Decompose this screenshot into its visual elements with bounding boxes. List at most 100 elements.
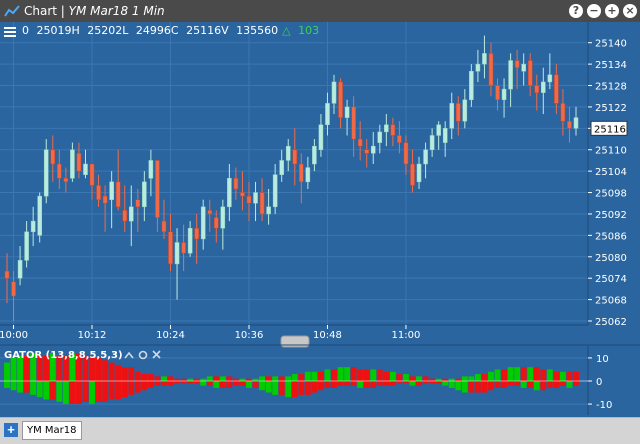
- candle: [436, 121, 441, 150]
- candle-body: [30, 220, 36, 233]
- window-title-label: Chart |: [24, 4, 65, 18]
- gator-lower-bar: [520, 381, 527, 388]
- candle-body: [102, 195, 108, 204]
- maximize-icon[interactable]: +: [605, 4, 619, 18]
- candle: [469, 64, 474, 107]
- gator-upper-bar: [69, 353, 76, 381]
- gator-upper-bar: [383, 371, 390, 381]
- gator-upper-bar: [363, 369, 370, 381]
- gator-upper-bar: [533, 367, 540, 381]
- gator-lower-bar: [10, 381, 17, 391]
- gator-lower-bar: [317, 381, 324, 391]
- candle-body: [403, 142, 409, 165]
- gator-upper-bar: [213, 376, 220, 381]
- candle: [318, 114, 324, 157]
- gator-lower-bar: [442, 381, 449, 386]
- gator-lower-bar: [180, 381, 187, 384]
- candle: [377, 124, 383, 154]
- candle-body: [135, 199, 141, 208]
- gator-upper-bar: [154, 376, 161, 381]
- candle: [109, 171, 114, 229]
- remove-icon[interactable]: [152, 350, 161, 359]
- candle: [279, 149, 284, 182]
- gator-upper-bar: [324, 369, 331, 381]
- candle: [142, 171, 147, 222]
- candle: [482, 35, 487, 79]
- gator-lower-bar: [559, 381, 566, 386]
- candle: [24, 221, 29, 268]
- price-tick-label: 25134: [595, 60, 627, 71]
- gator-upper-bar: [409, 376, 416, 381]
- gator-lower-bar: [461, 381, 468, 393]
- gator-lower-bar: [265, 381, 272, 393]
- pane-resize-handle[interactable]: [280, 335, 310, 348]
- gator-lower-bar: [514, 381, 521, 386]
- last-value: 25116V: [186, 24, 229, 37]
- candle-body: [292, 149, 298, 165]
- candle-body: [220, 206, 226, 229]
- gator-upper-bar: [89, 357, 95, 381]
- symbol-tab[interactable]: YM Mar18: [22, 421, 82, 440]
- candle: [299, 153, 304, 204]
- candle-body: [357, 138, 363, 147]
- gator-upper-bar: [75, 353, 82, 381]
- indicator-controls: [124, 350, 161, 360]
- help-icon[interactable]: ?: [569, 4, 583, 18]
- gator-lower-bar: [350, 381, 357, 386]
- gator-lower-bar: [219, 381, 226, 388]
- add-tab-button[interactable]: +: [4, 423, 18, 437]
- candle-body: [344, 106, 350, 118]
- candle: [43, 139, 49, 204]
- candle: [174, 228, 180, 300]
- gator-lower-bar: [344, 381, 351, 386]
- candle: [285, 139, 291, 172]
- candle-body: [312, 145, 317, 165]
- gator-upper-bar: [23, 355, 30, 381]
- candle-body: [109, 181, 114, 200]
- gator-lower-bar: [494, 381, 501, 388]
- candle-body: [541, 81, 546, 93]
- time-tick-label: 10:48: [313, 330, 342, 341]
- collapse-icon[interactable]: [124, 351, 134, 359]
- candle-body: [272, 174, 278, 208]
- candle: [364, 139, 369, 168]
- gator-lower-bar: [62, 381, 69, 405]
- candle-body: [253, 192, 258, 204]
- ohlc-values: 0 25019H 25202L 24996C 25116V 135560 △ 10…: [22, 24, 323, 37]
- gator-lower-bar: [102, 381, 109, 402]
- candle: [161, 199, 167, 239]
- menu-icon[interactable]: [4, 27, 16, 37]
- gator-label: GATOR (13,8,8,5,5,3): [4, 350, 123, 361]
- gator-lower-bar: [23, 381, 30, 393]
- price-tick-label: 25080: [595, 253, 627, 264]
- gator-upper-bar: [481, 374, 488, 381]
- candle: [560, 89, 566, 136]
- chart-canvas[interactable]: 25140 25134 25128 25122 25116 25110 25104 25098…: [0, 22, 640, 417]
- gator-upper-bar: [468, 376, 475, 381]
- gator-lower-bar: [115, 381, 122, 400]
- candle-body: [168, 231, 173, 265]
- candle-body: [122, 210, 128, 222]
- gator-upper-bar: [370, 369, 377, 381]
- candle-body: [462, 99, 468, 122]
- gator-upper-bar: [304, 371, 311, 381]
- gear-icon[interactable]: [138, 350, 148, 360]
- candle: [187, 221, 193, 257]
- gator-upper-bar: [115, 364, 122, 381]
- gator-lower-bar: [376, 381, 383, 386]
- chart-panel[interactable]: 25140 25134 25128 25122 25116 25110 25104 25098…: [0, 22, 640, 417]
- current-price-marker: [590, 120, 628, 136]
- candle: [508, 53, 513, 107]
- gator-lower-bar: [507, 381, 514, 386]
- gator-upper-bar: [108, 362, 115, 381]
- gator-lower-bar: [429, 381, 436, 384]
- change-up-icon: △: [282, 24, 291, 37]
- minimize-icon[interactable]: −: [587, 4, 601, 18]
- title-bar[interactable]: Chart | YM Mar18 1 Min ? − + ×: [0, 0, 640, 22]
- close-icon[interactable]: ×: [623, 4, 637, 18]
- price-tick-label: 25074: [595, 274, 627, 285]
- candle-body: [142, 181, 147, 208]
- gator-upper-bar: [134, 371, 141, 381]
- gator-lower-bar: [331, 381, 337, 388]
- candle-body: [475, 63, 481, 72]
